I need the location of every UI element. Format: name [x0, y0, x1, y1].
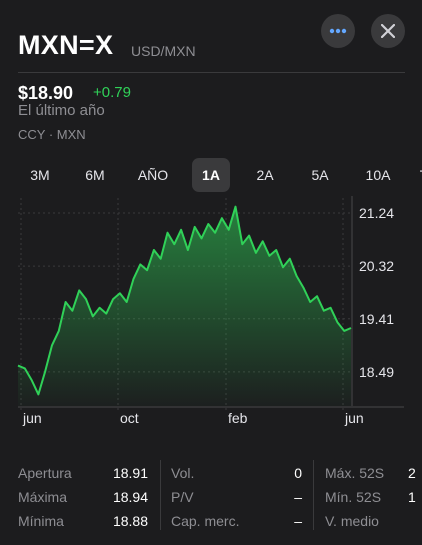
- period-label: El último año: [18, 102, 105, 119]
- y-tick-label: 18.49: [359, 364, 394, 380]
- stat-label-volume: Vol.: [171, 465, 195, 481]
- ellipsis-icon: [329, 28, 347, 34]
- range-tabs: 3M 6M AÑO 1A 2A 5A 10A T: [0, 158, 422, 194]
- stat-label-pe: P/V: [171, 489, 194, 505]
- stat-label-open: Apertura: [18, 465, 72, 481]
- tab-5a[interactable]: 5A: [311, 167, 329, 183]
- stat-value-open: 18.91: [112, 465, 148, 481]
- x-tick-label: feb: [228, 410, 248, 426]
- y-tick-label: 20.32: [359, 258, 394, 274]
- stat-label-avg-volume: V. medio: [325, 513, 379, 529]
- price-change: +0.79: [93, 84, 131, 101]
- chart-series-line: [17, 205, 352, 396]
- stat-value-52w-low: 1: [408, 489, 416, 505]
- tab-10a[interactable]: 10A: [365, 167, 391, 183]
- more-options-button[interactable]: [321, 14, 355, 48]
- price-chart[interactable]: 21.24 20.32 19.41 18.49 jun oct feb jun: [0, 196, 422, 431]
- stat-value-high: 18.94: [112, 489, 148, 505]
- tab-6m[interactable]: 6M: [85, 167, 105, 183]
- stat-value-52w-high: 2: [408, 465, 416, 481]
- header-divider: [18, 72, 405, 73]
- stat-value-pe: –: [294, 489, 302, 505]
- chart-area-fill: [18, 206, 351, 406]
- tab-ytd[interactable]: AÑO: [137, 167, 169, 183]
- y-tick-label: 21.24: [359, 205, 394, 221]
- tab-all[interactable]: T: [414, 158, 422, 192]
- market-label: CCY · MXN: [18, 127, 86, 142]
- currency-pair: USD/MXN: [131, 43, 196, 59]
- stat-value-low: 18.88: [112, 513, 148, 529]
- stat-label-52w-high: Máx. 52S: [325, 465, 385, 481]
- x-tick-label: jun: [22, 410, 42, 426]
- stat-value-volume: 0: [294, 465, 302, 481]
- current-price: $18.90: [18, 83, 74, 103]
- stat-label-high: Máxima: [18, 489, 68, 505]
- stats-divider: [160, 460, 161, 530]
- stats-divider: [313, 460, 314, 530]
- close-button[interactable]: [371, 14, 405, 48]
- x-tick-label: jun: [344, 410, 364, 426]
- close-icon: [381, 24, 395, 38]
- stat-value-market-cap: –: [294, 513, 302, 529]
- tab-3m[interactable]: 3M: [30, 167, 50, 183]
- stat-label-52w-low: Mín. 52S: [325, 489, 382, 505]
- ticker-symbol: MXN=X: [18, 30, 114, 60]
- x-tick-label: oct: [120, 410, 139, 426]
- tab-2a[interactable]: 2A: [256, 167, 274, 183]
- tab-1a[interactable]: 1A: [192, 158, 230, 192]
- stat-label-low: Mínima: [18, 513, 64, 529]
- y-tick-label: 19.41: [359, 311, 394, 327]
- stat-label-market-cap: Cap. merc.: [171, 513, 240, 529]
